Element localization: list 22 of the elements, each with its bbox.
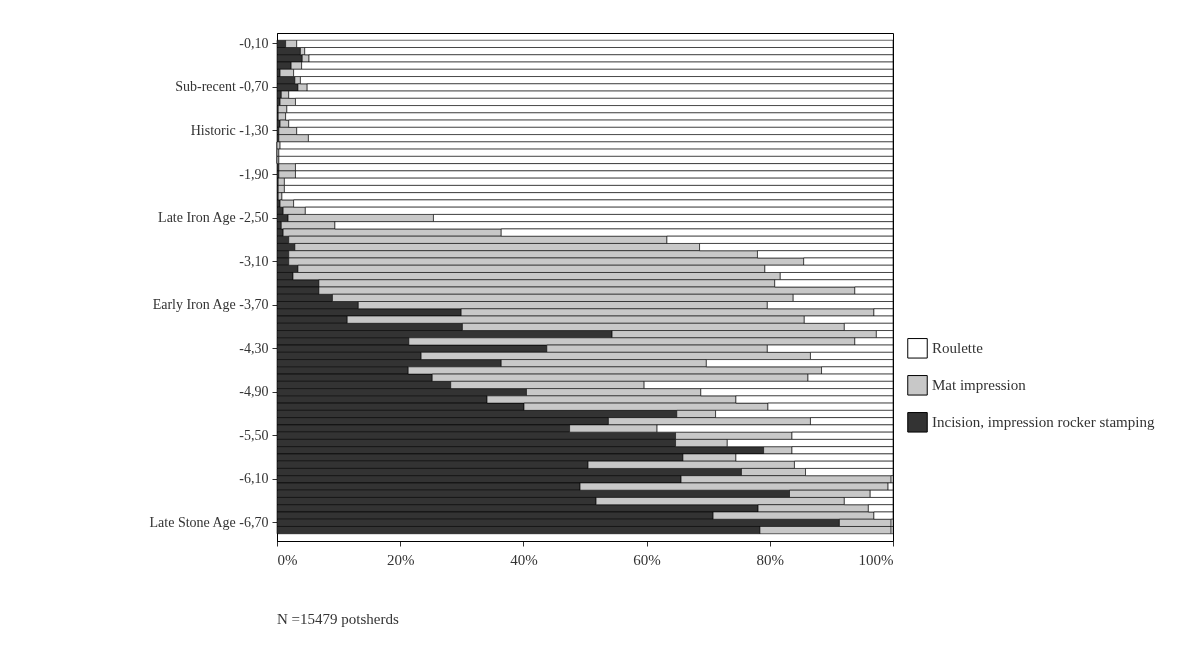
- y-tick-label: -4,30: [239, 340, 269, 356]
- legend-label: Incision, impression rocker stamping: [932, 414, 1155, 431]
- y-tick-label: -3,10: [239, 253, 269, 269]
- x-tick-label: 100%: [858, 551, 894, 568]
- x-tick-label: 20%: [386, 551, 415, 568]
- x-tick-label: 0%: [277, 551, 298, 568]
- text: N =15479 potsherds: [277, 611, 399, 628]
- x-tick-label: 40%: [510, 551, 538, 568]
- y-tick-label: -0,10: [239, 35, 269, 51]
- y-tick-label: Historic -1,30: [190, 122, 269, 138]
- legend-label: Mat impression: [932, 377, 1027, 394]
- y-tick-label: -6,10: [239, 471, 269, 487]
- legend-label: Roulette: [932, 340, 984, 357]
- x-tick-label: 80%: [756, 551, 785, 568]
- y-tick-label: -4,90: [239, 384, 269, 400]
- y-tick-label: Late Stone Age -6,70: [149, 514, 269, 530]
- y-tick-label: -1,90: [239, 166, 269, 182]
- y-tick-label: -5,50: [239, 427, 269, 443]
- y-tick-label: Early Iron Age -3,70: [152, 297, 269, 313]
- x-tick-label: 60%: [633, 551, 661, 568]
- y-tick-label: Sub-recent -0,70: [175, 79, 269, 95]
- y-tick-label: Late Iron Age -2,50: [158, 210, 269, 226]
